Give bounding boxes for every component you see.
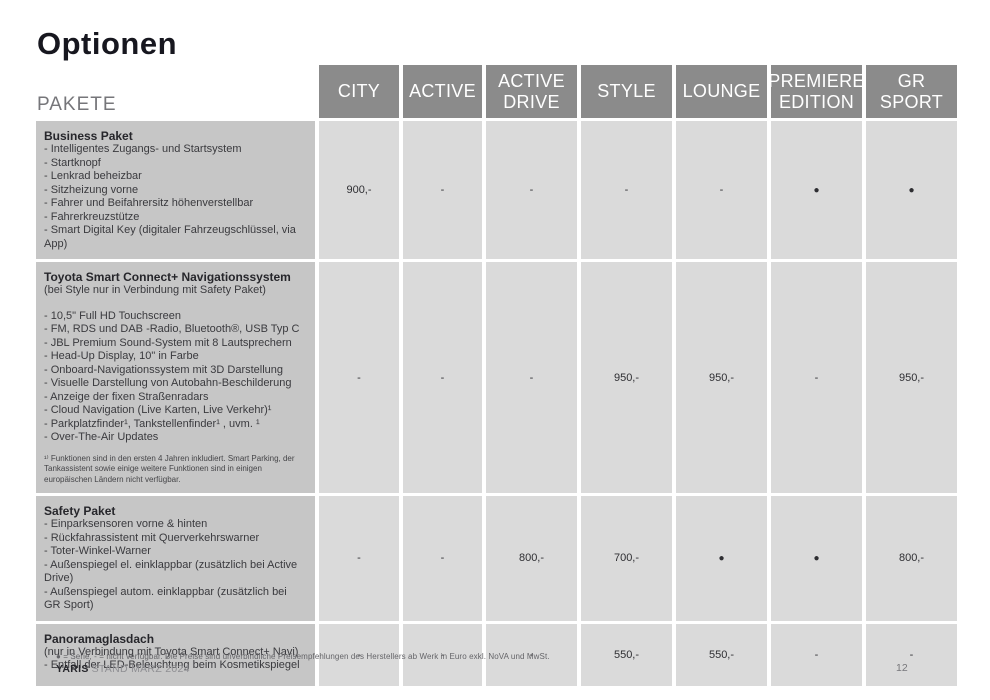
footer-brand-line: YARIS STAND MÄRZ 2024 xyxy=(56,663,190,675)
package-feature-item: - Fahrer und Beifahrersitz höhenverstell… xyxy=(44,197,254,209)
package-label-toyota-smart-connect-navigationssystem: Toyota Smart Connect+ Navigationssystem(… xyxy=(36,262,315,493)
package-row-toyota-smart-connect-navigationssystem: Toyota Smart Connect+ Navigationssystem(… xyxy=(36,262,957,493)
package-feature-item: - 10,5" Full HD Touchscreen xyxy=(44,309,181,322)
package-row-panoramaglasdach: Panoramaglasdach (nur in Verbindung mit T… xyxy=(36,623,957,686)
column-header-city: CITY xyxy=(319,65,399,118)
cell-safety-paket-lounge: ● xyxy=(676,496,767,621)
cell-business-paket-style: - xyxy=(581,121,672,259)
page-number: 12 xyxy=(896,662,908,674)
package-title: Toyota Smart Connect+ Navigationssystem xyxy=(44,270,291,284)
package-feature-item: - FM, RDS und DAB -Radio, Bluetooth®, US… xyxy=(44,323,300,335)
cell-panoramaglasdach-gr-sport: - xyxy=(866,623,957,686)
cell-panoramaglasdach-city: - xyxy=(319,623,399,686)
page-title: Optionen xyxy=(37,26,178,61)
package-feature-item: - Außenspiegel el. einklappbar (zusätzli… xyxy=(44,558,298,585)
cell-business-paket-gr-sport: ● xyxy=(866,121,957,259)
package-subtitle: (bei Style nur in Verbindung mit Safety … xyxy=(44,284,266,296)
cell-toyota-smart-connect-navigationssystem-city: - xyxy=(319,262,399,493)
package-label-panoramaglasdach: Panoramaglasdach (nur in Verbindung mit T… xyxy=(36,623,315,686)
cell-business-paket-premiere-edition: ● xyxy=(771,121,862,259)
package-label-business-paket: Business Paket - Intelligentes Zugangs- u… xyxy=(36,121,315,259)
package-feature-item: - Head-Up Display, 10" in Farbe xyxy=(44,350,199,362)
column-header-active-drive: ACTIVE DRIVE xyxy=(486,65,577,118)
cell-toyota-smart-connect-navigationssystem-active-drive: - xyxy=(486,262,577,493)
cell-safety-paket-active: - xyxy=(403,496,482,621)
package-feature-item: - Lenkrad beheizbar xyxy=(44,170,142,182)
package-feature-item: - Visuelle Darstellung von Autobahn-Besc… xyxy=(44,377,292,389)
package-feature-item: - Parkplatzfinder¹, Tankstellenfinder¹ ,… xyxy=(44,417,260,430)
cell-safety-paket-active-drive: 800,- xyxy=(486,496,577,621)
column-header-active: ACTIVE xyxy=(403,65,482,118)
cell-panoramaglasdach-active-drive: - xyxy=(486,623,577,686)
package-feature-item: - Rückfahrassistent mit Querverkehrswarn… xyxy=(44,531,260,544)
package-title: Safety Paket xyxy=(44,504,116,518)
package-feature-list: - Einparksensoren vorne & hinten - Rückfa… xyxy=(44,518,305,613)
column-header-style: STYLE xyxy=(581,65,672,118)
package-feature-item: - Einparksensoren vorne & hinten xyxy=(44,518,208,530)
package-footnote: ¹⁾ Funktionen sind in den ersten 4 Jahre… xyxy=(44,453,295,484)
package-feature-list: - Entfall der LED-Beleuchtung beim Kosme… xyxy=(44,659,305,673)
cell-safety-paket-gr-sport: 800,- xyxy=(866,496,957,621)
cell-business-paket-lounge: - xyxy=(676,121,767,259)
cell-panoramaglasdach-lounge: 550,- xyxy=(676,623,767,686)
package-feature-item: - Cloud Navigation (Live Karten, Live Ve… xyxy=(44,404,272,416)
package-feature-item: - Onboard-Navigationssystem mit 3D Darst… xyxy=(44,363,284,376)
cell-toyota-smart-connect-navigationssystem-active: - xyxy=(403,262,482,493)
package-feature-item: - Entfall der LED-Beleuchtung beim Kosme… xyxy=(44,659,300,671)
cell-business-paket-city: 900,- xyxy=(319,121,399,259)
cell-panoramaglasdach-style: 550,- xyxy=(581,623,672,686)
table-body: Business Paket - Intelligentes Zugangs- u… xyxy=(36,121,957,686)
package-feature-item: - Fahrerkreuzstütze xyxy=(44,210,140,223)
cell-panoramaglasdach-premiere-edition: - xyxy=(771,623,862,686)
cell-safety-paket-style: 700,- xyxy=(581,496,672,621)
options-table: CITY ACTIVE ACTIVE DRIVE STYLE LOUNGE PREMIER… xyxy=(36,65,957,686)
header-label-spacer xyxy=(36,65,315,118)
package-title: Business Paket xyxy=(44,129,133,143)
package-feature-item: - Over-The-Air Updates xyxy=(44,431,159,443)
package-feature-item: - Sitzheizung vorne xyxy=(44,183,139,196)
package-row-business-paket: Business Paket - Intelligentes Zugangs- u… xyxy=(36,121,957,259)
package-feature-item: - Startknopf xyxy=(44,156,101,169)
package-feature-list: - Intelligentes Zugangs- und Startsystem… xyxy=(44,143,305,251)
column-header-lounge: LOUNGE xyxy=(676,65,767,118)
package-feature-item: - Toter-Winkel-Warner xyxy=(44,545,151,557)
table-header-row: CITY ACTIVE ACTIVE DRIVE STYLE LOUNGE PREMIER… xyxy=(36,65,957,118)
package-feature-item: - Intelligentes Zugangs- und Startsystem xyxy=(44,143,242,155)
package-feature-item: - JBL Premium Sound-System mit 8 Lautspr… xyxy=(44,336,292,349)
package-label-safety-paket: Safety Paket - Einparksensoren vorne & hi… xyxy=(36,496,315,621)
cell-toyota-smart-connect-navigationssystem-style: 950,- xyxy=(581,262,672,493)
package-feature-list: - 10,5" Full HD Touchscreen - FM, RDS und… xyxy=(44,310,305,445)
section-label-pakete: PAKETE xyxy=(37,94,117,115)
cell-business-paket-active: - xyxy=(403,121,482,259)
column-header-premiere-edition: PREMIERE EDITION xyxy=(768,65,864,118)
cell-toyota-smart-connect-navigationssystem-lounge: 950,- xyxy=(676,262,767,493)
cell-toyota-smart-connect-navigationssystem-premiere-edition: - xyxy=(771,262,862,493)
column-header-gr-sport: GR SPORT xyxy=(866,65,957,118)
edition-label: STAND MÄRZ 2024 xyxy=(91,663,190,675)
package-feature-item: - Außenspiegel autom. einklappbar (zusät… xyxy=(44,585,287,612)
cell-toyota-smart-connect-navigationssystem-gr-sport: 950,- xyxy=(866,262,957,493)
package-feature-item: - Anzeige der fixen Straßenradars xyxy=(44,390,209,403)
brand-name: YARIS xyxy=(56,663,89,675)
cell-panoramaglasdach-active: - xyxy=(403,623,482,686)
package-subtitle: (nur in Verbindung mit Toyota Smart Conn… xyxy=(44,645,299,658)
cell-safety-paket-city: - xyxy=(319,496,399,621)
package-row-safety-paket: Safety Paket - Einparksensoren vorne & hi… xyxy=(36,496,957,621)
package-title: Panoramaglasdach xyxy=(44,631,155,646)
footer-legend: ● = Serie, - = nicht verfügbar. Die Prei… xyxy=(56,652,550,661)
cell-business-paket-active-drive: - xyxy=(486,121,577,259)
package-feature-item: - Smart Digital Key (digitaler Fahrzeugs… xyxy=(44,224,296,250)
cell-safety-paket-premiere-edition: ● xyxy=(771,496,862,621)
